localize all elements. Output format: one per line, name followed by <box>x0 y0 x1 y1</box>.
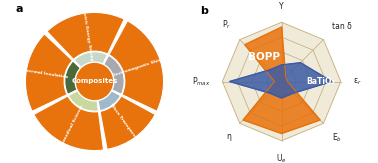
Text: b: b <box>200 6 208 16</box>
Circle shape <box>75 62 114 101</box>
Wedge shape <box>100 96 155 149</box>
Polygon shape <box>222 22 341 141</box>
Text: tan δ: tan δ <box>332 22 352 31</box>
Text: U$_e$: U$_e$ <box>276 153 287 163</box>
Wedge shape <box>74 52 107 82</box>
Text: Dielectric Energy Storage: Dielectric Energy Storage <box>80 1 94 64</box>
Text: η: η <box>226 132 231 141</box>
Polygon shape <box>237 37 326 126</box>
Text: P$_{max}$: P$_{max}$ <box>192 75 211 88</box>
Text: BaTiO₃: BaTiO₃ <box>307 77 335 86</box>
Polygon shape <box>243 27 320 133</box>
Wedge shape <box>109 21 164 111</box>
Wedge shape <box>34 96 104 151</box>
Text: Biomedical Science: Biomedical Science <box>59 104 85 148</box>
Text: Y: Y <box>279 1 284 10</box>
Polygon shape <box>229 63 332 98</box>
Text: E$_b$: E$_b$ <box>332 132 342 144</box>
Wedge shape <box>47 12 124 59</box>
Wedge shape <box>68 82 98 111</box>
Text: P$_r$: P$_r$ <box>222 19 231 31</box>
Text: a: a <box>15 4 23 14</box>
Wedge shape <box>25 34 73 111</box>
Wedge shape <box>94 55 124 94</box>
Text: BOPP: BOPP <box>248 52 280 62</box>
Polygon shape <box>267 67 296 96</box>
Text: Thermal Insulation: Thermal Insulation <box>22 68 69 79</box>
Wedge shape <box>65 61 94 94</box>
Text: Composites: Composites <box>71 79 118 84</box>
Text: ε$_r$: ε$_r$ <box>353 76 361 87</box>
Polygon shape <box>252 52 311 111</box>
Text: Electromagnetic Shielding: Electromagnetic Shielding <box>110 54 174 78</box>
Wedge shape <box>94 82 121 111</box>
Text: Wave Transparent: Wave Transparent <box>109 102 139 141</box>
